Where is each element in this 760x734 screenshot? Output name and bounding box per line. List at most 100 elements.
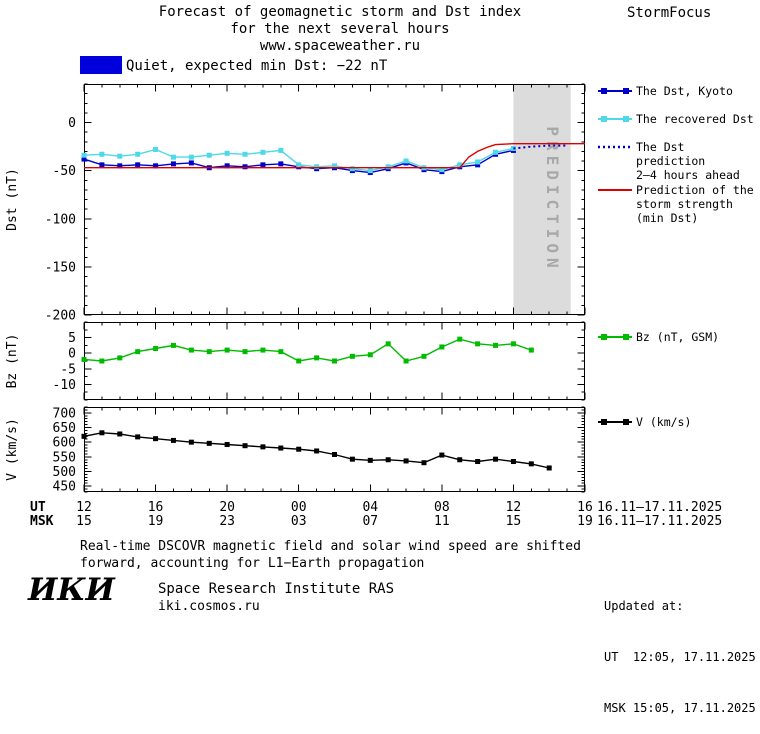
the-dst-kyoto-marker — [117, 163, 123, 169]
y-tick-label: 5 — [68, 331, 76, 346]
ut-tick-label: 16 — [577, 500, 593, 515]
recovered-dst-label: The recovered Dst — [636, 112, 754, 126]
institute-site-link[interactable]: iki.cosmos.ru — [158, 599, 260, 614]
y-tick-label: -5 — [60, 362, 76, 377]
swatch-marker — [623, 88, 629, 94]
y-tick-label: 500 — [53, 465, 76, 480]
v-km-s-marker — [421, 460, 427, 466]
v-km-s-marker — [117, 431, 123, 437]
y-tick-label: -150 — [45, 260, 76, 275]
the-recovered-dst-marker — [135, 151, 141, 157]
storm-strength-label: Prediction of the storm strength (min Ds… — [636, 183, 754, 225]
the-dst-kyoto-marker — [81, 156, 87, 162]
v-km-s-marker — [81, 433, 87, 439]
bz-nt-gsm-marker — [117, 355, 123, 361]
msk-date-range: 16.11–17.11.2025 — [597, 514, 723, 529]
prediction-band-label: PREDICTION — [543, 126, 562, 272]
v-km-s-marker — [99, 430, 105, 436]
bz-nt-gsm-marker — [421, 353, 427, 359]
bz-nt-gsm-marker — [349, 353, 355, 359]
prediction-band — [513, 84, 571, 315]
v-km-s-marker — [510, 459, 516, 465]
y-axis-title: Bz (nT) — [5, 334, 20, 389]
v-label: V (km/s) — [636, 415, 692, 429]
v-swatch-icon — [598, 419, 632, 425]
legend-item-bz: Bz (nT, GSM) — [597, 330, 719, 344]
bz-nt-gsm-marker — [475, 341, 481, 347]
ut-tick-label: 20 — [219, 500, 235, 515]
v-km-s-marker — [367, 457, 373, 463]
v-km-s-marker — [314, 448, 320, 454]
the-recovered-dst-marker — [457, 162, 463, 168]
msk-tick-label: 19 — [577, 514, 593, 529]
storm-strength-swatch-icon — [598, 189, 632, 191]
the-recovered-dst-marker — [188, 154, 194, 160]
the-dst-kyoto-marker — [188, 160, 194, 166]
title-line-1: Forecast of geomagnetic storm and Dst in… — [158, 4, 522, 20]
institute-name: Space Research Institute RAS — [158, 581, 395, 597]
y-tick-label: -50 — [53, 164, 76, 179]
the-recovered-dst-marker — [403, 158, 409, 164]
bz-nt-gsm-marker — [296, 358, 302, 364]
bz-nt-gsm-marker — [242, 349, 248, 355]
v-km-s-marker — [188, 439, 194, 445]
ut-tick-label: 12 — [505, 500, 522, 515]
the-recovered-dst-marker — [117, 153, 123, 159]
the-recovered-dst-marker — [296, 162, 302, 168]
v-km-s-marker — [296, 446, 302, 452]
the-recovered-dst-marker — [153, 146, 159, 152]
title-line-2: for the next several hours — [230, 21, 450, 37]
v-km-s-marker — [260, 444, 266, 450]
the-recovered-dst-marker — [206, 152, 212, 158]
y-axis-title: V (km/s) — [5, 418, 20, 481]
bz-nt-gsm-marker — [493, 342, 499, 348]
bz-nt-gsm-marker — [510, 341, 516, 347]
plot-border — [84, 407, 585, 492]
v-km-s-marker — [224, 442, 230, 448]
v-km-s-marker — [153, 436, 159, 442]
the-dst-kyoto-marker — [242, 164, 248, 170]
dst-prediction-label: The Dst prediction 2–4 hours ahead — [636, 140, 740, 182]
the-dst-kyoto-marker — [475, 162, 481, 168]
msk-tick-label: 19 — [147, 514, 164, 529]
y-tick-label: -100 — [45, 212, 76, 227]
legend-item-dst-prediction: The Dst prediction 2–4 hours ahead — [597, 140, 760, 182]
website-link[interactable]: www.spaceweather.ru — [259, 38, 421, 54]
bz-nt-gsm-marker — [439, 344, 445, 350]
bz-nt-gsm-marker — [153, 346, 159, 352]
updated-msk: MSK 15:05, 17.11.2025 — [604, 701, 756, 715]
the-recovered-dst-marker — [493, 149, 499, 155]
v-km-s-marker — [546, 465, 552, 471]
status-label: Quiet, expected min Dst: −22 nT — [126, 58, 388, 74]
ut-axis-row: UT 12 16 20 00 04 08 12 16 16.11–17.11.2025 — [0, 500, 760, 516]
v-km-s-marker — [242, 443, 248, 449]
the-recovered-dst-marker — [439, 167, 445, 173]
brand-label: StormFocus — [627, 5, 712, 21]
bz-chart: -10-505 Bz (nT) — [5, 321, 586, 401]
y-tick-label: 450 — [53, 480, 76, 495]
y-tick-label: 600 — [53, 436, 76, 451]
bz-nt-gsm-marker — [314, 355, 320, 361]
v-km-s-marker — [439, 452, 445, 458]
swatch-marker — [601, 419, 607, 425]
bz-nt-gsm-marker — [367, 352, 373, 358]
bz-nt-gsm-marker — [188, 347, 194, 353]
bz-nt-gsm-marker — [81, 356, 87, 362]
the-dst-prediction-2-4-hours-ahead-line — [513, 144, 568, 150]
swatch-marker — [601, 334, 607, 340]
msk-tick-label: 07 — [362, 514, 379, 529]
recovered-dst-swatch-icon — [598, 116, 632, 122]
ut-tick-label: 12 — [76, 500, 92, 515]
prediction-of-the-storm-strength-min-dst-line — [84, 143, 585, 169]
the-recovered-dst-marker — [349, 166, 355, 172]
dst-kyoto-label: The Dst, Kyoto — [636, 84, 733, 98]
the-recovered-dst-marker — [242, 151, 248, 157]
dst-prediction-swatch-icon — [598, 145, 632, 149]
bz-nt-gsm-marker — [278, 349, 284, 355]
bz-nt-gsm-marker — [260, 347, 266, 353]
the-dst-kyoto-marker — [99, 162, 105, 168]
y-tick-label: -200 — [45, 309, 76, 321]
updated-block: Updated at: UT 12:05, 17.11.2025 MSK 15:… — [604, 564, 756, 734]
bz-nt-gsm-marker — [170, 342, 176, 348]
y-tick-label: 0 — [68, 116, 76, 131]
